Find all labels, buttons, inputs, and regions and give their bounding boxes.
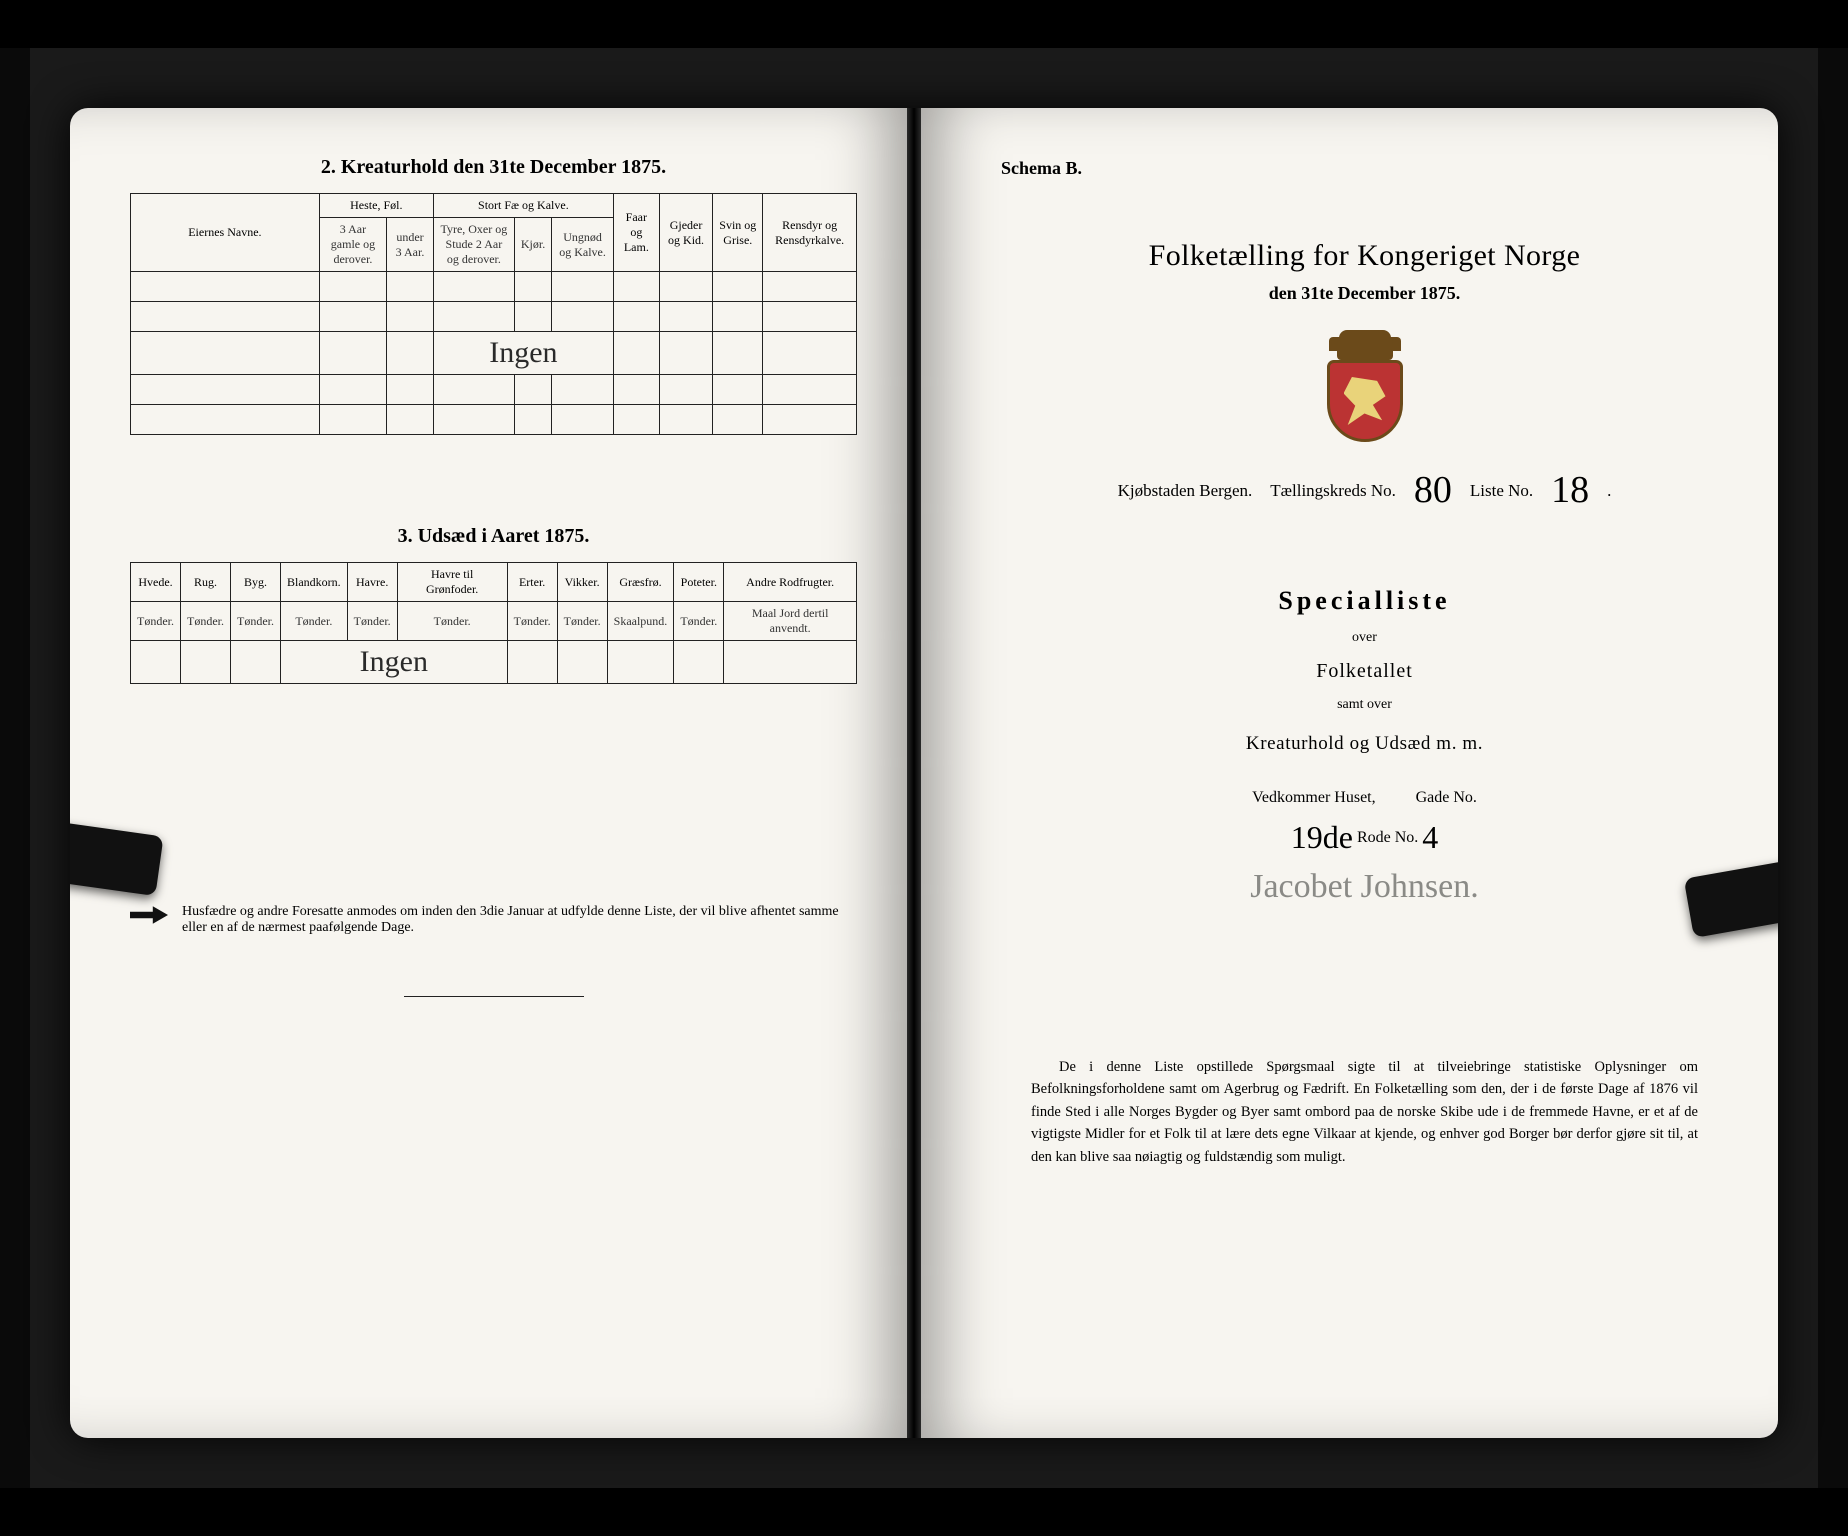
col-ren: Rensdyr og Rensdyrkalve. — [763, 194, 857, 272]
c-andre: Andre Rodfrugter. — [724, 563, 857, 602]
page-subtitle: den 31te December 1875. — [1001, 283, 1728, 304]
u8: Tønder. — [557, 602, 607, 641]
table-row: Tønder. Tønder. Tønder. Tønder. Tønder. … — [131, 602, 857, 641]
u10: Tønder. — [674, 602, 724, 641]
col-heste: Heste, Føl. — [319, 194, 433, 218]
c-rug: Rug. — [181, 563, 231, 602]
vedkommer: Vedkommer Huset, — [1252, 789, 1376, 807]
city: Kjøbstaden Bergen. — [1118, 481, 1253, 501]
handwriting-ingen: Ingen — [489, 336, 557, 369]
divider — [404, 996, 584, 997]
specialliste: Specialliste — [1001, 586, 1728, 616]
frame-bottom — [0, 1488, 1848, 1536]
book-spine — [907, 108, 921, 1438]
instruction-paragraph: De i denne Liste opstillede Spørgsmaal s… — [1031, 1056, 1698, 1168]
rode-label: Rode No. — [1357, 829, 1418, 846]
shield-icon — [1327, 360, 1403, 442]
lion-icon — [1344, 377, 1386, 425]
u3: Tønder. — [231, 602, 281, 641]
c-bland: Blandkorn. — [281, 563, 348, 602]
table-row — [131, 302, 857, 332]
col-stort-a: Tyre, Oxer og Stude 2 Aar og derover. — [433, 218, 514, 272]
rode-line: 19de Rode No. 4 — [1001, 813, 1728, 850]
folketallet: Folketallet — [1001, 660, 1728, 683]
c-havreg: Havre til Grønfoder. — [397, 563, 507, 602]
owner-signature: Jacobet Johnsen. — [1001, 868, 1728, 906]
u4: Tønder. — [281, 602, 348, 641]
u7: Tønder. — [507, 602, 557, 641]
handwriting-ingen2: Ingen — [360, 645, 428, 678]
rode-hand2: 4 — [1422, 819, 1438, 856]
col-stort-c: Ungnød og Kalve. — [552, 218, 614, 272]
pointing-hand-icon — [130, 904, 168, 926]
over: over — [1001, 630, 1728, 646]
col-heste-b: under 3 Aar. — [387, 218, 434, 272]
c-hvede: Hvede. — [131, 563, 181, 602]
table-row: Hvede. Rug. Byg. Blandkorn. Havre. Havre… — [131, 563, 857, 602]
house-line: Vedkommer Huset, Gade No. — [1001, 789, 1728, 807]
footnote: Husfædre og andre Foresatte anmodes om i… — [130, 904, 857, 936]
crown-icon — [1337, 334, 1393, 360]
c-graes: Græsfrø. — [607, 563, 674, 602]
table-row — [131, 405, 857, 435]
gade-label: Gade No. — [1416, 789, 1477, 807]
c-havre: Havre. — [347, 563, 397, 602]
scan-frame: 2. Kreaturhold den 31te December 1875. E… — [30, 48, 1818, 1488]
c-erter: Erter. — [507, 563, 557, 602]
clip-left-icon — [70, 820, 164, 896]
col-stort: Stort Fæ og Kalve. — [433, 194, 613, 218]
list-label: Liste No. — [1470, 481, 1533, 501]
table-row: Ingen — [131, 332, 857, 375]
c-potet: Poteter. — [674, 563, 724, 602]
page-left: 2. Kreaturhold den 31te December 1875. E… — [70, 108, 907, 1438]
page-right: Schema B. Folketælling for Kongeriget No… — [921, 108, 1778, 1438]
coat-of-arms-icon — [1320, 334, 1410, 444]
u6: Tønder. — [397, 602, 507, 641]
table-row: Ingen — [131, 641, 857, 684]
col-faar: Faar og Lam. — [613, 194, 659, 272]
col-svin: Svin og Grise. — [713, 194, 763, 272]
table-kreaturhold: Eiernes Navne. Heste, Føl. Stort Fæ og K… — [130, 193, 857, 435]
district-line: Kjøbstaden Bergen. Tællingskreds No. 80 … — [1001, 462, 1728, 506]
table-row — [131, 272, 857, 302]
u11: Maal Jord dertil anvendt. — [724, 602, 857, 641]
page-title: Folketælling for Kongeriget Norge — [1001, 239, 1728, 273]
table-row — [131, 375, 857, 405]
table-row: Eiernes Navne. Heste, Føl. Stort Fæ og K… — [131, 194, 857, 218]
c-byg: Byg. — [231, 563, 281, 602]
col-gjed: Gjeder og Kid. — [659, 194, 713, 272]
u9: Skaalpund. — [607, 602, 674, 641]
table-udsaed: Hvede. Rug. Byg. Blandkorn. Havre. Havre… — [130, 562, 857, 684]
book: 2. Kreaturhold den 31te December 1875. E… — [70, 108, 1778, 1438]
footnote-text: Husfædre og andre Foresatte anmodes om i… — [182, 904, 857, 936]
district-value: 80 — [1414, 468, 1452, 512]
samt: samt over — [1001, 697, 1728, 713]
section3-title: 3. Udsæd i Aaret 1875. — [130, 525, 857, 548]
col-stort-b: Kjør. — [514, 218, 551, 272]
frame-top — [0, 0, 1848, 48]
u1: Tønder. — [131, 602, 181, 641]
u5: Tønder. — [347, 602, 397, 641]
section2-title: 2. Kreaturhold den 31te December 1875. — [130, 156, 857, 179]
district-label: Tællingskreds No. — [1270, 481, 1396, 501]
col-heste-a: 3 Aar gamle og derover. — [319, 218, 386, 272]
c-vikker: Vikker. — [557, 563, 607, 602]
col-owner: Eiernes Navne. — [131, 194, 320, 272]
list-value: 18 — [1551, 468, 1589, 512]
schema-label: Schema B. — [1001, 158, 1728, 179]
u2: Tønder. — [181, 602, 231, 641]
kreatur: Kreaturhold og Udsæd m. m. — [1001, 733, 1728, 755]
rode-hand1: 19de — [1291, 819, 1353, 856]
